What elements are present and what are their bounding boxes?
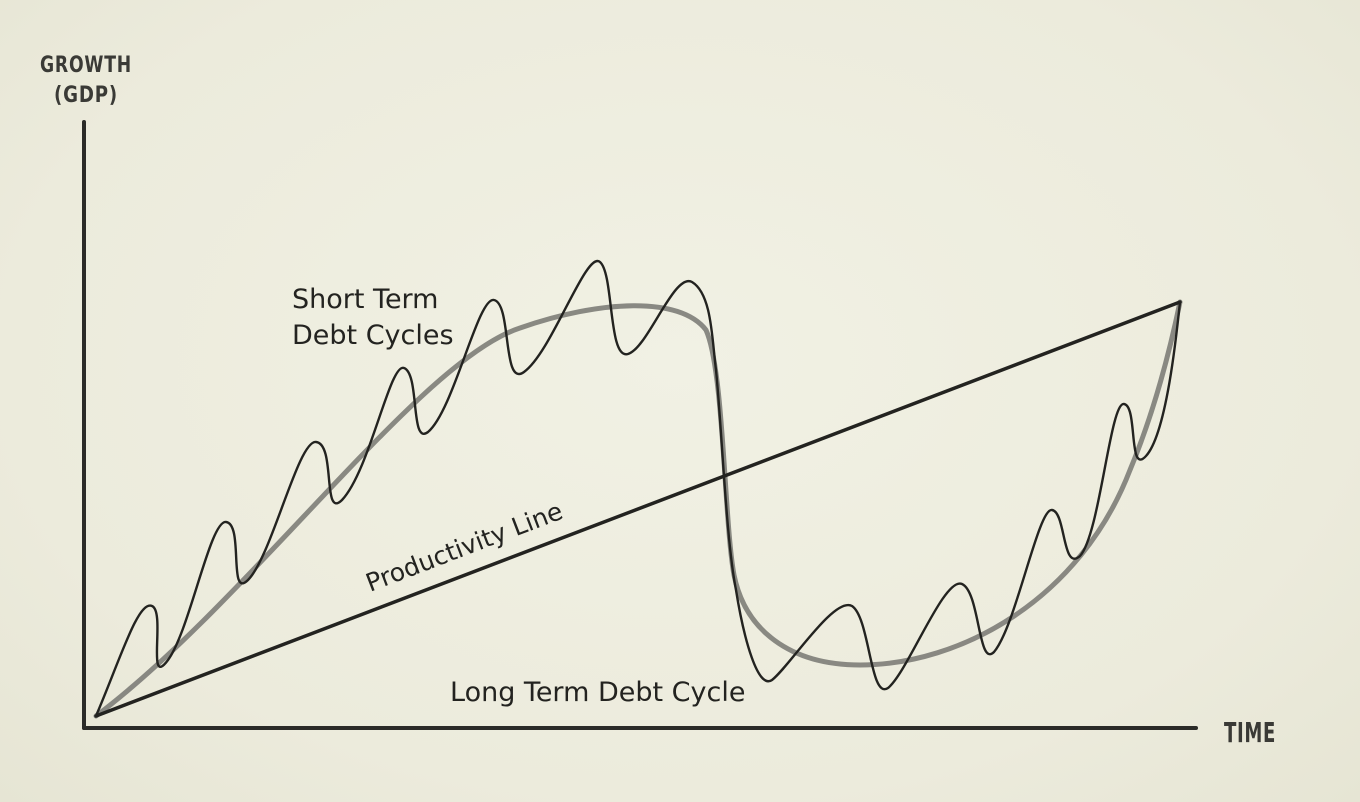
y-axis-label-line1: GROWTH xyxy=(40,53,132,78)
short-term-label-line2: Debt Cycles xyxy=(292,320,454,351)
long-term-debt-cycle-label: Long Term Debt Cycle xyxy=(450,677,745,708)
productivity-line xyxy=(94,300,1182,718)
short-term-label-line1: Short Term xyxy=(292,284,438,315)
short-term-debt-cycles-curve xyxy=(94,259,1182,718)
y-axis-label-line2: (GDP) xyxy=(54,83,118,108)
x-axis-label: TIME xyxy=(1224,716,1276,749)
